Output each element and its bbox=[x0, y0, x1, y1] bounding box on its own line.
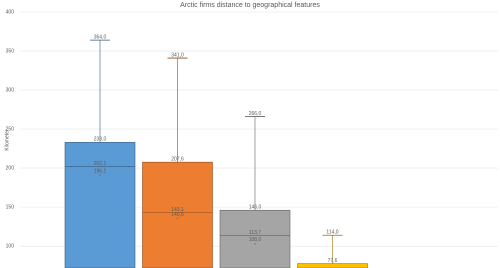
value-label: 207,6 bbox=[171, 156, 184, 162]
value-label: 114,0 bbox=[326, 230, 338, 236]
value-label: 146,0 bbox=[249, 205, 262, 211]
value-label: 108,0 bbox=[249, 237, 262, 243]
mean-marker: × bbox=[99, 172, 102, 177]
value-label: 233,0 bbox=[94, 137, 107, 143]
y-tick-label: 250 bbox=[6, 126, 15, 132]
mean-marker: × bbox=[254, 241, 257, 246]
value-label: 143,1 bbox=[171, 207, 184, 213]
box bbox=[297, 263, 368, 268]
y-tick-label: 400 bbox=[6, 9, 15, 15]
box bbox=[64, 142, 136, 268]
y-tick-label: 350 bbox=[6, 48, 15, 54]
value-label: 202,1 bbox=[94, 161, 107, 167]
value-label: 364,0 bbox=[94, 34, 107, 40]
value-label: 77,6 bbox=[328, 258, 338, 264]
value-label: 140,6 bbox=[171, 212, 184, 218]
y-tick-label: 300 bbox=[6, 87, 15, 93]
value-label: 196,1 bbox=[94, 168, 107, 174]
y-tick-label: 100 bbox=[6, 243, 15, 249]
y-axis-label: Kilometer bbox=[4, 129, 10, 150]
value-label: 113,7 bbox=[249, 230, 261, 236]
y-tick-label: 200 bbox=[6, 165, 15, 171]
value-label: 266,0 bbox=[249, 111, 262, 117]
y-tick-label: 150 bbox=[6, 204, 15, 210]
value-label: 341,0 bbox=[171, 52, 184, 58]
mean-marker: × bbox=[176, 216, 179, 221]
box bbox=[142, 161, 213, 268]
chart-title: Arctic firms distance to geographical fe… bbox=[180, 2, 320, 9]
